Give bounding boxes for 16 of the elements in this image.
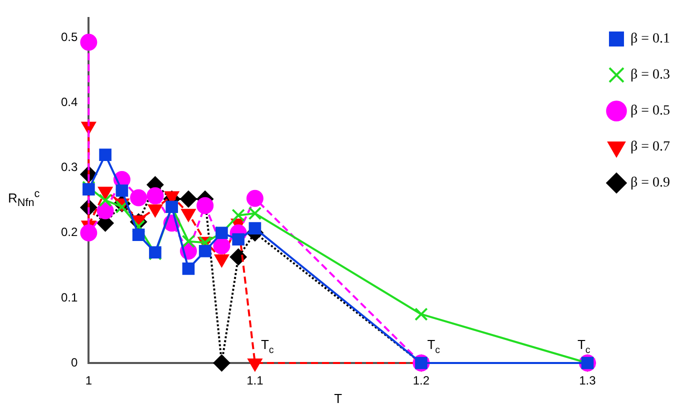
x-axis-title: T <box>334 390 342 406</box>
y-tick-label: 0.4 <box>60 95 78 110</box>
legend-label: β = 0.3 <box>630 68 670 83</box>
legend-label: β = 0.9 <box>630 176 670 191</box>
x-tick-label: 1.2 <box>412 374 430 388</box>
x-tick-label: 1.3 <box>579 374 596 388</box>
legend-label: β = 0.5 <box>630 104 670 119</box>
legend-label: β = 0.7 <box>630 140 670 155</box>
x-tick-label: 1 <box>85 374 92 388</box>
y-tick-label: 0.5 <box>60 30 78 44</box>
y-tick-label: 0 <box>70 355 78 370</box>
legend-label: β = 0.1 <box>630 32 670 47</box>
y-tick-label: 0.2 <box>60 225 78 240</box>
y-tick-label: 0.3 <box>60 160 78 174</box>
x-tick-label: 1.1 <box>246 374 264 388</box>
y-tick-label: 0.1 <box>60 290 78 304</box>
